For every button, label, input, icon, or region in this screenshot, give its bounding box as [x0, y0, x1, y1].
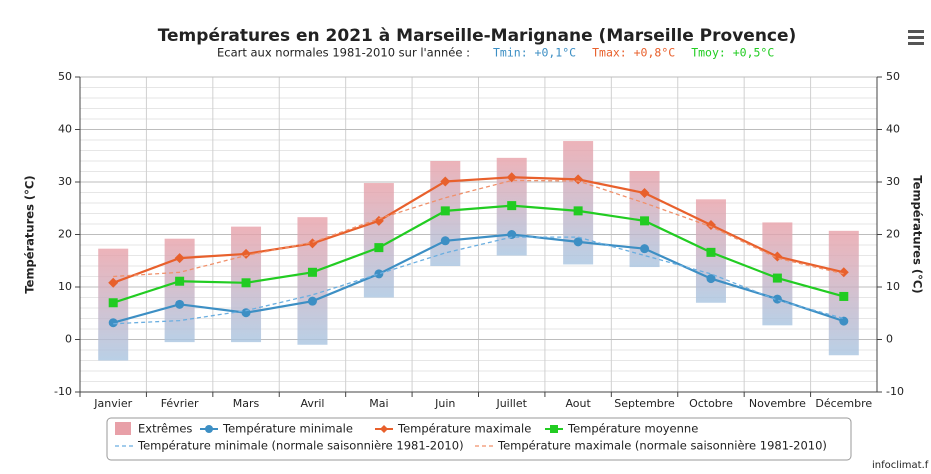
- point: [440, 176, 451, 187]
- credit: infoclimat.f: [872, 460, 929, 470]
- legend-marker: [380, 425, 388, 433]
- x-tick-label: Janvier: [93, 397, 132, 410]
- y-tick-label: 0: [65, 333, 72, 346]
- legend-label: Température moyenne: [567, 422, 698, 436]
- x-tick-label: Juillet: [495, 397, 527, 410]
- y-tick-label: 10: [58, 280, 72, 293]
- range-bar: [363, 183, 394, 298]
- legend-marker: [205, 425, 213, 433]
- annotation: Tmin: +0,1°C: [493, 46, 576, 60]
- y2-tick-label: -10: [886, 385, 904, 398]
- point: [640, 216, 650, 226]
- chart-title: Températures en 2021 à Marseille-Marigna…: [158, 26, 797, 46]
- x-tick-label: Février: [161, 397, 199, 410]
- point: [839, 316, 849, 326]
- point: [838, 267, 849, 278]
- legend-label: Température maximale (normale saisonnièr…: [497, 439, 827, 453]
- y2-tick-label: 30: [886, 175, 900, 188]
- point: [440, 236, 450, 246]
- series-line: [112, 233, 845, 324]
- legend-label: Température maximale: [397, 422, 531, 436]
- point: [573, 206, 583, 216]
- legend-item[interactable]: Température minimale: [200, 422, 353, 436]
- menu-bar: [908, 30, 924, 33]
- y2-tick-label: 50: [886, 70, 900, 83]
- point: [640, 244, 650, 254]
- y2-axis-label: Températures (°C): [911, 175, 925, 293]
- y-axis-label: Températures (°C): [23, 175, 37, 293]
- y-tick-label: 30: [58, 175, 72, 188]
- y2-tick-label: 40: [886, 123, 900, 136]
- legend-label: Extrêmes: [138, 422, 192, 436]
- point: [241, 278, 251, 288]
- point: [506, 172, 517, 183]
- legend-label: Température minimale (normale saisonnièr…: [137, 439, 464, 453]
- point: [374, 269, 384, 279]
- legend-box: [106, 417, 852, 461]
- x-tick-label: Aout: [565, 397, 591, 410]
- point: [241, 248, 252, 259]
- point: [108, 298, 118, 308]
- annotation: Tmoy: +0,5°C: [691, 46, 774, 60]
- point: [507, 230, 517, 239]
- point: [507, 201, 517, 211]
- point: [706, 274, 716, 284]
- legend-item[interactable]: Extrêmes: [115, 422, 192, 436]
- series-line: [112, 176, 845, 284]
- x-tick-label: Mars: [233, 397, 260, 410]
- point: [573, 174, 584, 185]
- point: [307, 296, 317, 306]
- point: [839, 291, 849, 301]
- x-tick-label: Novembre: [749, 397, 806, 410]
- point: [573, 237, 583, 247]
- series-line: [112, 204, 845, 304]
- x-tick-label: Décembre: [815, 397, 872, 410]
- menu-button[interactable]: [905, 27, 925, 47]
- menu-bar: [908, 36, 924, 39]
- x-tick-label: Juin: [434, 397, 455, 410]
- legend-item[interactable]: Température minimale (normale saisonnièr…: [115, 439, 464, 453]
- point: [174, 253, 185, 264]
- legend-item[interactable]: Température moyenne: [545, 422, 698, 436]
- y-tick-label: 50: [58, 70, 72, 83]
- x-tick-label: Septembre: [614, 397, 675, 410]
- x-tick-label: Mai: [369, 397, 388, 410]
- x-tick-label: Avril: [300, 397, 324, 410]
- point: [108, 318, 118, 328]
- y-tick-label: 20: [58, 228, 72, 241]
- x-tick-label: Octobre: [689, 397, 733, 410]
- point: [175, 299, 185, 309]
- point: [175, 276, 185, 286]
- y-tick-label: -10: [54, 385, 72, 398]
- point: [772, 273, 782, 283]
- point: [307, 267, 317, 277]
- legend-swatch: [115, 422, 131, 435]
- point: [639, 188, 650, 199]
- chart-subtitle: Ecart aux normales 1981-2010 sur l'année…: [217, 46, 470, 60]
- point: [374, 243, 384, 253]
- point: [440, 206, 450, 216]
- annotation: Tmax: +0,8°C: [592, 46, 675, 60]
- y2-tick-label: 0: [886, 333, 893, 346]
- legend-marker: [550, 425, 558, 433]
- normal-line: [113, 179, 844, 278]
- y2-tick-label: 10: [886, 280, 900, 293]
- legend-item[interactable]: Température maximale: [375, 422, 531, 436]
- y-tick-label: 40: [58, 123, 72, 136]
- legend-item[interactable]: Température maximale (normale saisonnièr…: [475, 439, 827, 453]
- y2-tick-label: 20: [886, 228, 900, 241]
- point: [706, 247, 716, 257]
- normal-line: [113, 236, 844, 325]
- point: [705, 220, 716, 231]
- point: [108, 277, 119, 288]
- menu-bar: [908, 42, 924, 45]
- legend-label: Température minimale: [222, 422, 353, 436]
- range-bar: [297, 217, 328, 345]
